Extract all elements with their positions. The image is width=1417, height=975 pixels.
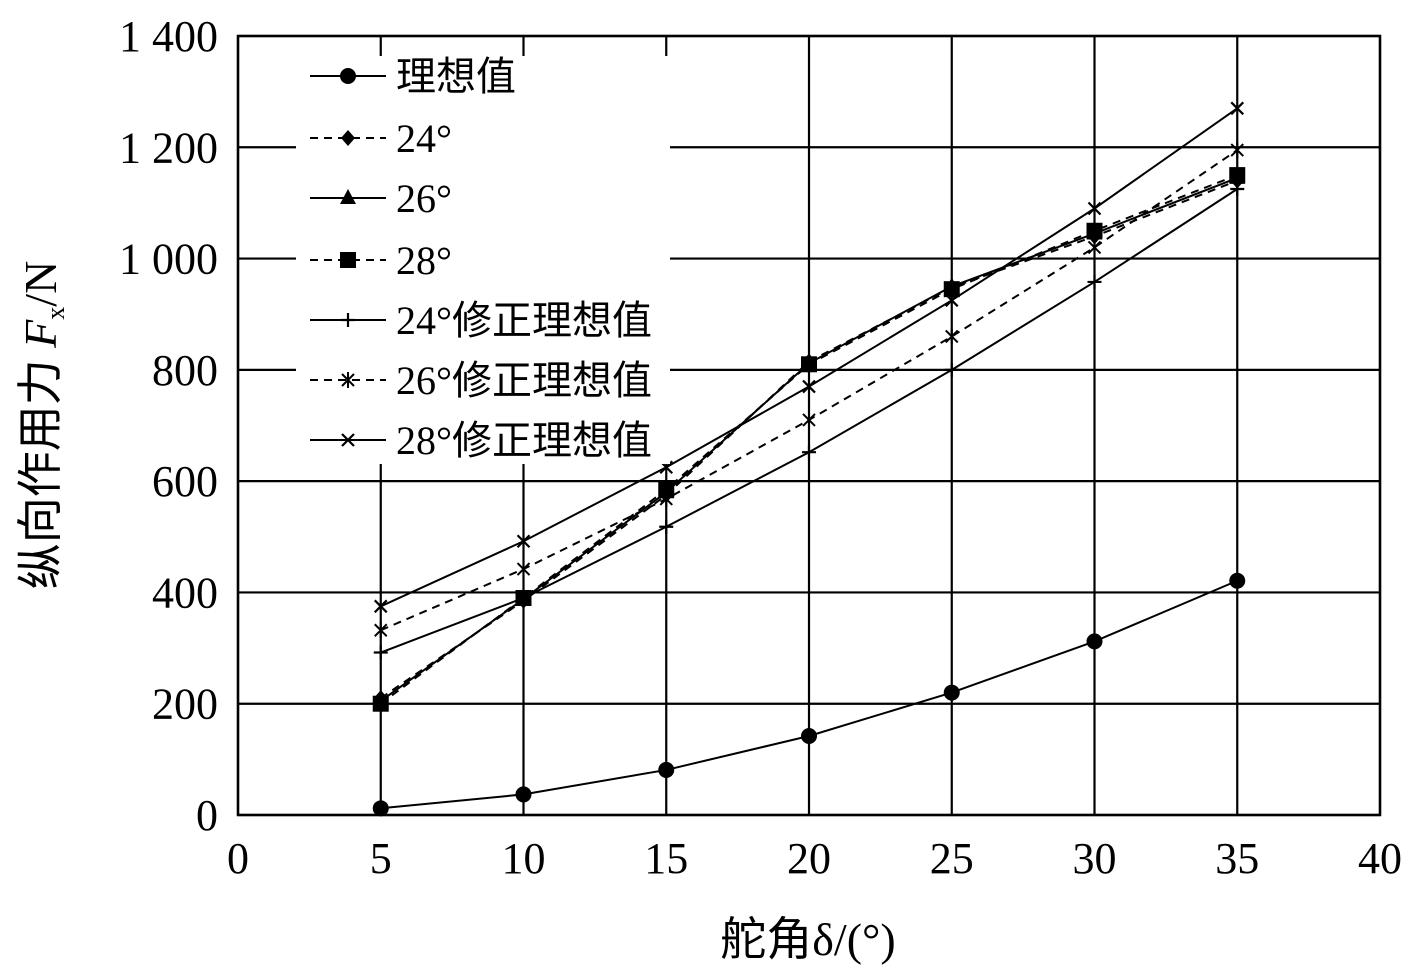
data-point <box>1230 142 1244 159</box>
data-point <box>516 590 531 605</box>
data-point <box>944 362 959 377</box>
data-point <box>1230 182 1245 197</box>
legend-label: 26° <box>396 176 452 221</box>
x-tick-label: 5 <box>370 834 392 883</box>
y-tick-label: 1 000 <box>119 235 218 284</box>
y-tick-label: 1 200 <box>119 123 218 172</box>
legend-marker <box>341 372 355 388</box>
legend-label: 26°修正理想值 <box>396 358 652 403</box>
data-point <box>516 534 531 549</box>
y-tick-label: 600 <box>152 457 218 506</box>
legend-label: 理想值 <box>396 54 516 99</box>
plot-frame <box>236 34 1382 817</box>
y-axis-label: 纵向作用力 Fx/N <box>15 261 70 590</box>
legend-entry: 28° <box>310 238 452 283</box>
legend-entry: 24° <box>310 116 452 161</box>
y-tick-label: 0 <box>196 791 218 840</box>
series-7 <box>373 101 1245 614</box>
legend-entry: 理想值 <box>310 54 516 99</box>
data-point <box>801 727 817 744</box>
y-tick-label: 800 <box>152 346 218 395</box>
data-point <box>802 411 816 428</box>
legend-marker <box>341 130 355 146</box>
data-point <box>659 490 673 507</box>
data-point <box>1086 633 1103 650</box>
data-point <box>1086 222 1103 239</box>
data-point <box>943 281 960 298</box>
data-point <box>372 695 389 712</box>
legend-label: 24° <box>396 116 452 161</box>
legend-marker <box>340 252 356 268</box>
data-point <box>1087 201 1102 216</box>
legend-label: 24°修正理想值 <box>396 298 652 343</box>
data-point <box>945 328 959 345</box>
axes: 0 200 400 600 800 1 000 1 200 1 400 0 5 10 15 20 25 30… <box>119 12 1402 883</box>
series-6 <box>374 142 1244 639</box>
data-point <box>802 445 816 460</box>
series-1 <box>372 572 1246 817</box>
legend-marker <box>341 313 355 327</box>
data-point <box>802 379 816 394</box>
x-tick-label: 40 <box>1358 834 1402 883</box>
x-tick-label: 15 <box>644 834 688 883</box>
legend-entry: 24°修正理想值 <box>310 298 652 343</box>
data-point <box>373 645 388 660</box>
legend-label: 28°修正理想值 <box>396 418 652 463</box>
data-point <box>659 519 674 534</box>
legend-label: 28° <box>396 238 452 283</box>
data-point <box>515 786 532 803</box>
y-tick-label: 1 400 <box>119 12 218 61</box>
x-axis-label: 舵角δ/(°) <box>720 914 896 965</box>
data-point <box>374 622 388 639</box>
data-point <box>1230 101 1245 116</box>
data-point <box>658 761 675 778</box>
legend-marker <box>340 68 356 84</box>
y-axis-label-sub: x <box>41 307 70 320</box>
x-tick-label: 0 <box>227 834 249 883</box>
legend-entry: 26° <box>310 176 452 221</box>
x-tick-label: 35 <box>1215 834 1259 883</box>
data-point <box>1087 274 1102 289</box>
y-tick-label: 400 <box>152 568 218 617</box>
series-5 <box>373 182 1245 660</box>
x-tick-label: 30 <box>1073 834 1117 883</box>
data-point <box>516 561 531 578</box>
y-tick-label: 200 <box>152 680 218 729</box>
data-point <box>1229 167 1246 184</box>
x-tick-label: 25 <box>930 834 974 883</box>
legend-entry: 28°修正理想值 <box>310 418 652 463</box>
y-axis-label-unit: /N <box>15 261 66 307</box>
data-point <box>1229 572 1246 589</box>
data-point <box>943 684 960 701</box>
data-point <box>1087 239 1102 256</box>
data-point <box>944 293 959 308</box>
y-axis-label-var: F <box>15 319 66 349</box>
series-layer <box>372 101 1246 817</box>
legend-entry: 26°修正理想值 <box>310 358 652 403</box>
data-point <box>658 481 675 498</box>
y-axis-label-prefix: 纵向作用力 <box>15 348 66 590</box>
legend: 理想值 24° 26° 28° 24°修正理想值 26°修正理想值 28°修正理想值 <box>296 54 670 464</box>
legend-marker <box>340 189 356 204</box>
data-point <box>372 800 389 817</box>
data-point <box>801 356 817 373</box>
data-point <box>373 599 388 614</box>
legend-marker <box>341 433 355 447</box>
x-tick-label: 20 <box>787 834 831 883</box>
x-tick-label: 10 <box>502 834 546 883</box>
